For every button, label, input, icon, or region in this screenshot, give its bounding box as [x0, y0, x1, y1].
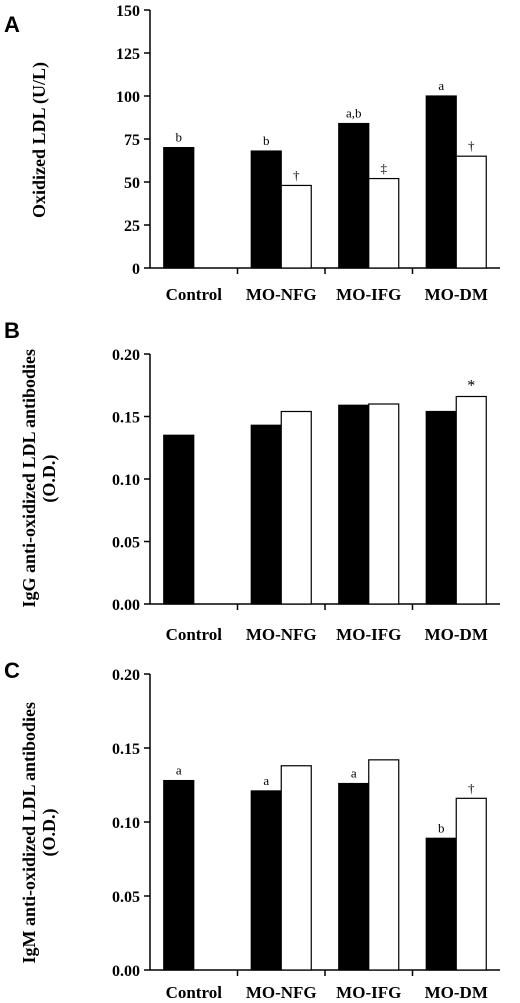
y-tick-label-a: 25	[124, 218, 140, 235]
white-bar-b	[455, 395, 487, 605]
x-tick-label-b: Control	[166, 625, 223, 644]
x-tick-label-a: MO-NFG	[246, 285, 317, 304]
y-tick-label-a: 50	[124, 175, 140, 192]
y-tick-label-c: 0.15	[112, 741, 140, 758]
x-tick-label-b: MO-NFG	[246, 625, 317, 644]
bar-chart-a: 0 25 50 75 100 125 150 Control MO-NFG MO-IFG MO-DM…	[116, 3, 500, 304]
white-bar-c	[368, 759, 400, 971]
bar-annotation-a: ‡	[381, 161, 388, 176]
bar-annotation-a: b	[176, 130, 183, 145]
black-bar-a	[425, 95, 457, 269]
chart-panel-b: B IgG anti-oxidized LDL antibodies (O.D.…	[0, 318, 520, 658]
x-tick-label-a: MO-IFG	[336, 285, 401, 304]
y-axis-title-text-b: IgG anti-oxidized LDL antibodies (O.D.)	[19, 348, 59, 608]
x-tick-label-a: MO-DM	[425, 285, 488, 304]
panel-label-b: B	[4, 318, 20, 343]
bar-annotation-a: a	[438, 78, 444, 93]
y-tick-label-b: 0.05	[112, 535, 140, 552]
x-tick-label-b: MO-DM	[425, 625, 488, 644]
bar-annotation-c: a	[176, 763, 182, 778]
y-tick-label-b: 0.15	[112, 410, 140, 427]
black-bar-a	[250, 150, 282, 269]
panel-label-c: C	[4, 658, 20, 683]
y-tick-label-c: 0.10	[112, 815, 140, 832]
white-bar-a	[368, 177, 400, 269]
white-bar-c	[455, 797, 487, 971]
bar-annotation-a: a,b	[346, 106, 362, 121]
black-bar-c	[425, 837, 457, 971]
black-bar-c	[250, 790, 282, 971]
white-bar-b	[280, 410, 312, 605]
y-axis-title-c: IgM anti-oxidized LDL antibodies (O.D.)	[19, 698, 59, 968]
bar-chart-c: 0.00 0.05 0.10 0.15 0.20 Control MO-NFG MO-IFG M…	[112, 667, 500, 1002]
bar-annotation-c: a	[351, 766, 357, 781]
bar-chart-b: 0.00 0.05 0.10 0.15 0.20 Control MO-NFG MO-IFG M…	[112, 347, 500, 644]
bar-annotation-a: †	[293, 167, 300, 182]
black-bar-b	[425, 410, 457, 605]
white-bar-a	[455, 155, 487, 269]
x-tick-label-b: MO-IFG	[336, 625, 401, 644]
chart-panel-a: A Oxidized LDL (U/L) 0 25 50 75 100 125 150 Con…	[0, 0, 520, 318]
y-tick-label-b: 0.20	[112, 347, 140, 364]
y-tick-label-a: 0	[132, 261, 140, 278]
y-tick-label-a: 150	[116, 3, 140, 20]
y-axis-title-b: IgG anti-oxidized LDL antibodies (O.D.)	[19, 348, 59, 608]
x-tick-label-c: Control	[166, 983, 223, 1002]
black-bar-a	[163, 147, 195, 269]
white-bar-b	[368, 403, 400, 605]
x-tick-label-a: Control	[166, 285, 223, 304]
bar-annotation-a: b	[263, 133, 270, 148]
panel-label-a: A	[4, 12, 20, 37]
y-tick-label-a: 100	[116, 89, 140, 106]
y-axis-title-text-c: IgM anti-oxidized LDL antibodies (O.D.)	[19, 702, 59, 964]
y-tick-label-c: 0.00	[112, 963, 140, 980]
black-bar-b	[250, 424, 282, 605]
x-tick-label-c: MO-IFG	[336, 983, 401, 1002]
y-axis-title-a: Oxidized LDL (U/L)	[22, 12, 56, 268]
bar-annotation-a: †	[468, 138, 475, 153]
black-bar-c	[163, 779, 195, 971]
black-bar-a	[338, 122, 370, 269]
bar-annotation-c: a	[263, 773, 269, 788]
black-bar-b	[338, 404, 370, 605]
y-tick-label-a: 75	[124, 132, 140, 149]
bar-annotation-c: †	[468, 780, 475, 795]
y-tick-label-c: 0.05	[112, 889, 140, 906]
x-tick-label-c: MO-DM	[425, 983, 488, 1002]
chart-panel-c: C IgM anti-oxidized LDL antibodies (O.D.…	[0, 658, 520, 1003]
y-tick-label-b: 0.10	[112, 472, 140, 489]
x-tick-label-c: MO-NFG	[246, 983, 317, 1002]
y-tick-label-a: 125	[116, 46, 140, 63]
y-tick-label-c: 0.20	[112, 667, 140, 684]
black-bar-b	[163, 434, 195, 605]
y-axis-title-text-a: Oxidized LDL (U/L)	[29, 61, 49, 218]
y-tick-label-b: 0.00	[112, 597, 140, 614]
white-bar-a	[280, 184, 312, 269]
black-bar-c	[338, 782, 370, 971]
white-bar-c	[280, 765, 312, 971]
bar-annotation-c: b	[438, 820, 445, 835]
bar-annotation-b: *	[467, 378, 475, 395]
